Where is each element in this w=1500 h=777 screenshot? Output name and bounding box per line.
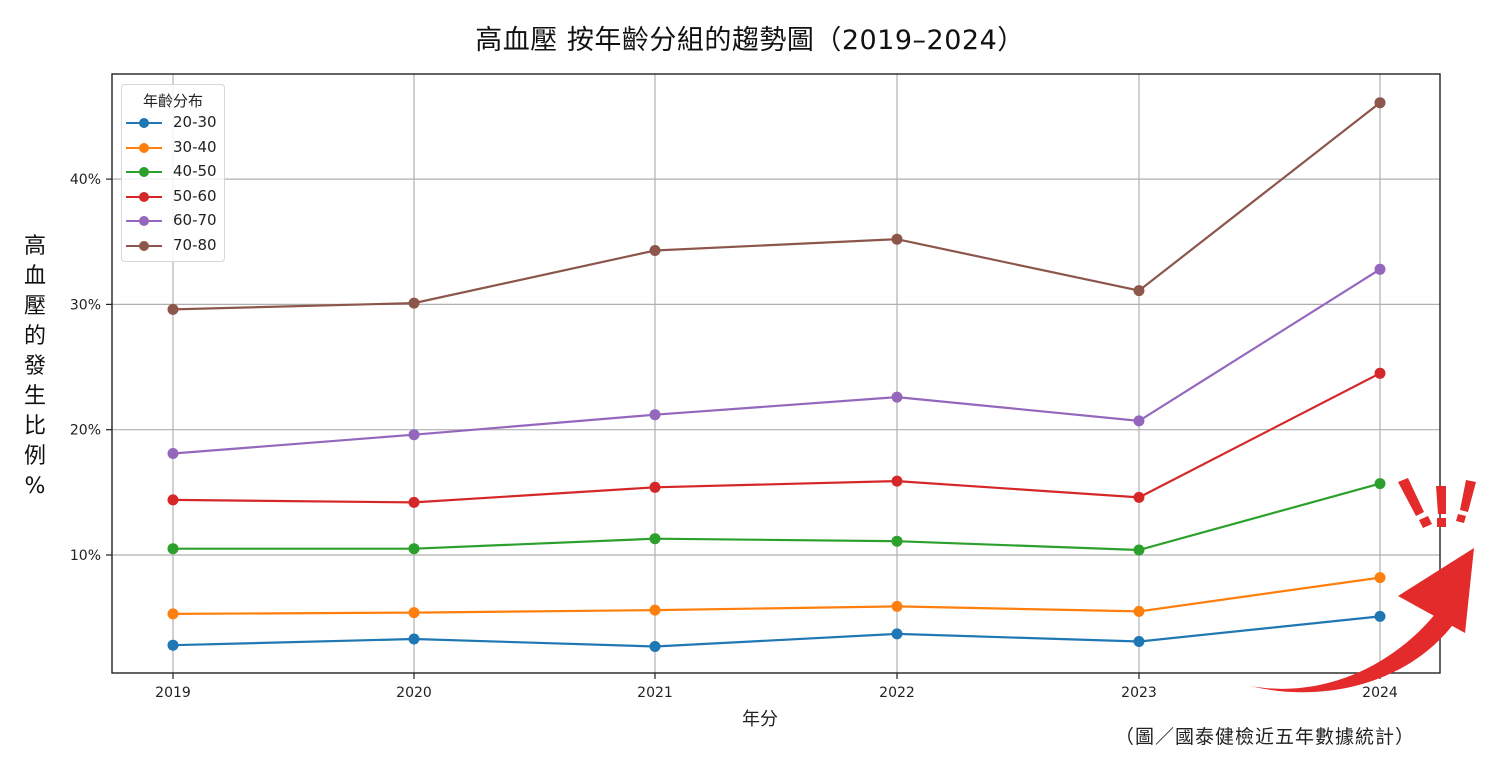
- legend-label: 40-50: [173, 162, 217, 181]
- series-20-30: [167, 610, 1386, 652]
- legend-item: 70-80: [122, 234, 224, 259]
- x-tick-label: 2022: [879, 685, 915, 701]
- series-60-70: [167, 263, 1386, 459]
- y-axis-label-char: 高: [23, 234, 46, 259]
- data-point: [1133, 415, 1145, 427]
- data-point: [167, 303, 179, 315]
- legend-item: 20-30: [122, 111, 224, 136]
- data-point: [649, 604, 661, 616]
- data-point: [649, 481, 661, 493]
- source-caption: （圖／國泰健檢近五年數據統計）: [1114, 726, 1415, 748]
- data-point: [649, 409, 661, 421]
- data-point: [408, 297, 420, 309]
- data-point: [408, 429, 420, 441]
- legend: 年齡分布 20-30 30-40 40-50 50-60 60-70 70-80: [121, 84, 225, 262]
- data-point: [408, 607, 420, 619]
- y-tick-label: 40%: [70, 172, 101, 188]
- exclamation-marks-icon: [1398, 478, 1476, 528]
- x-tick-label: 2023: [1121, 685, 1157, 701]
- data-point: [408, 633, 420, 645]
- data-point: [167, 543, 179, 555]
- legend-item: 30-40: [122, 136, 224, 161]
- axes: 2019 2020 2021 2022 2023 2024 10% 20% 30% 40%: [70, 73, 1441, 701]
- data-point: [1374, 610, 1386, 622]
- gridlines: [112, 74, 1440, 673]
- series-70-80: [167, 97, 1386, 315]
- legend-label: 20-30: [173, 113, 217, 131]
- x-tick-label: 2021: [637, 685, 673, 701]
- data-point: [891, 628, 903, 640]
- y-axis-label-char: %: [24, 474, 46, 499]
- data-point: [1133, 491, 1145, 503]
- legend-label: 70-80: [173, 235, 217, 254]
- x-tick-label: 2019: [155, 685, 191, 701]
- y-axis-label-char: 發: [23, 354, 46, 379]
- data-point: [408, 496, 420, 508]
- legend-label: 50-60: [173, 186, 217, 205]
- legend-item: 40-50: [122, 160, 224, 185]
- data-point: [891, 233, 903, 245]
- data-point: [891, 535, 903, 547]
- y-axis-label: 高 血 壓 的 發 生 比 例 %: [20, 232, 50, 502]
- legend-label: 60-70: [173, 211, 217, 230]
- y-axis-label-char: 的: [23, 324, 46, 349]
- data-point: [1133, 544, 1145, 556]
- legend-marker-icon: [126, 167, 162, 178]
- data-point: [1374, 572, 1386, 584]
- data-point: [891, 600, 903, 612]
- series-40-50: [167, 478, 1386, 556]
- x-axis-label: 年分: [742, 709, 778, 730]
- data-point: [1374, 478, 1386, 490]
- y-axis-label-char: 例: [23, 444, 46, 469]
- data-point: [167, 448, 179, 459]
- y-axis-label-char: 生: [23, 384, 46, 409]
- data-point: [649, 641, 661, 652]
- legend-marker-icon: [126, 142, 162, 153]
- red-arrow-icon: [1250, 548, 1474, 693]
- y-axis-label-char: 比: [23, 414, 46, 439]
- x-tick-label: 2024: [1362, 685, 1398, 701]
- data-point: [649, 533, 661, 545]
- data-point: [167, 494, 179, 506]
- x-tick-label: 2020: [396, 685, 432, 701]
- data-point: [1374, 263, 1386, 275]
- y-tick-label: 30%: [70, 297, 101, 313]
- data-series: [167, 97, 1386, 652]
- data-point: [167, 608, 179, 620]
- legend-title: 年齡分布: [142, 92, 203, 110]
- series-50-60: [167, 367, 1386, 508]
- y-axis-label-char: 壓: [23, 294, 46, 319]
- legend-marker-icon: [126, 240, 162, 251]
- data-point: [1133, 636, 1145, 647]
- data-point: [649, 245, 661, 256]
- data-point: [1374, 367, 1386, 379]
- data-point: [167, 639, 179, 651]
- data-point: [1133, 605, 1145, 617]
- y-tick-label: 20%: [70, 423, 101, 439]
- y-axis-label-char: 血: [23, 264, 46, 289]
- legend-label: 30-40: [173, 137, 217, 156]
- y-tick-label: 10%: [70, 548, 101, 564]
- data-point: [891, 475, 903, 487]
- series-30-40: [167, 572, 1386, 620]
- data-point: [891, 391, 903, 403]
- legend-marker-icon: [126, 216, 162, 227]
- legend-item: 60-70: [122, 209, 224, 234]
- data-point: [1374, 97, 1386, 109]
- legend-item: 50-60: [122, 185, 224, 210]
- chart-title: 高血壓 按年齡分組的趨勢圖（2019–2024）: [475, 25, 1025, 56]
- data-point: [1133, 285, 1145, 297]
- legend-marker-icon: [126, 191, 162, 202]
- legend-marker-icon: [126, 118, 162, 128]
- data-point: [408, 543, 420, 555]
